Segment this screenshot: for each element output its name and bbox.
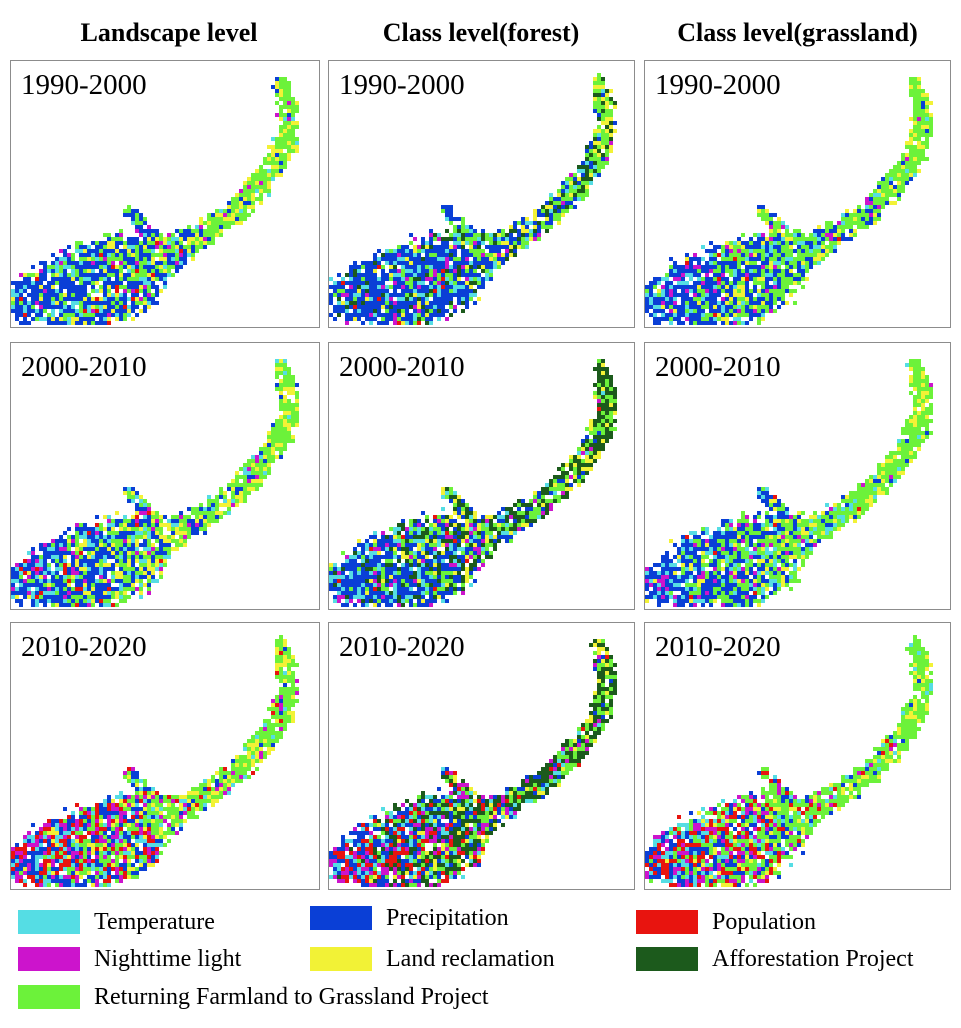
legend-swatch	[636, 910, 698, 934]
map-panel-grassland-1990-2000: 1990-2000	[644, 60, 951, 328]
region-map	[11, 77, 299, 325]
region-map	[329, 639, 617, 887]
column-title-grassland: Class level(grassland)	[677, 18, 918, 47]
region-map	[329, 359, 617, 607]
legend-label: Temperature	[94, 908, 215, 935]
legend-swatch	[18, 947, 80, 971]
legend-item-returning-farmland: Returning Farmland to Grassland Project	[18, 983, 489, 1011]
legend-label: Population	[712, 908, 817, 935]
period-label: 2000-2010	[655, 351, 781, 383]
legend-swatch	[636, 947, 698, 971]
legend-swatch	[310, 947, 372, 971]
legend-label: Land reclamation	[386, 945, 555, 972]
map-panel-grassland-2010-2020: 2010-2020	[644, 622, 951, 890]
period-label: 2010-2020	[655, 631, 781, 663]
legend-label: Afforestation Project	[712, 945, 914, 972]
region-map	[645, 359, 933, 607]
period-label: 2000-2010	[339, 351, 465, 383]
legend-item-nighttime-light: Nighttime light	[18, 945, 241, 973]
legend-label: Returning Farmland to Grassland Project	[94, 983, 489, 1010]
legend-swatch	[310, 906, 372, 930]
legend-label: Precipitation	[386, 904, 509, 931]
region-map	[11, 359, 299, 607]
period-label: 2010-2020	[21, 631, 147, 663]
period-label: 2010-2020	[339, 631, 465, 663]
legend-swatch	[18, 985, 80, 1009]
region-map	[645, 635, 933, 887]
region-map	[645, 77, 933, 325]
map-panel-forest-1990-2000: 1990-2000	[328, 60, 635, 328]
legend-item-precipitation: Precipitation	[310, 904, 509, 932]
map-panel-landscape-2010-2020: 2010-2020	[10, 622, 320, 890]
legend-item-afforestation-project: Afforestation Project	[636, 945, 914, 973]
column-title-forest: Class level(forest)	[382, 18, 580, 47]
map-panel-grassland-2000-2010: 2000-2010	[644, 342, 951, 610]
legend-item-land-reclamation: Land reclamation	[310, 945, 555, 973]
map-panel-landscape-1990-2000: 1990-2000	[10, 60, 320, 328]
region-map	[11, 635, 299, 887]
map-panel-forest-2000-2010: 2000-2010	[328, 342, 635, 610]
period-label: 1990-2000	[655, 69, 781, 101]
period-label: 1990-2000	[21, 69, 147, 101]
legend-item-temperature: Temperature	[18, 908, 215, 936]
map-panel-landscape-2000-2010: 2000-2010	[10, 342, 320, 610]
legend-item-population: Population	[636, 908, 816, 936]
period-label: 2000-2010	[21, 351, 147, 383]
map-panel-forest-2010-2020: 2010-2020	[328, 622, 635, 890]
column-title-landscape: Landscape level	[80, 18, 258, 47]
legend-swatch	[18, 910, 80, 934]
period-label: 1990-2000	[339, 69, 465, 101]
region-map	[329, 73, 617, 325]
legend-label: Nighttime light	[94, 945, 242, 972]
